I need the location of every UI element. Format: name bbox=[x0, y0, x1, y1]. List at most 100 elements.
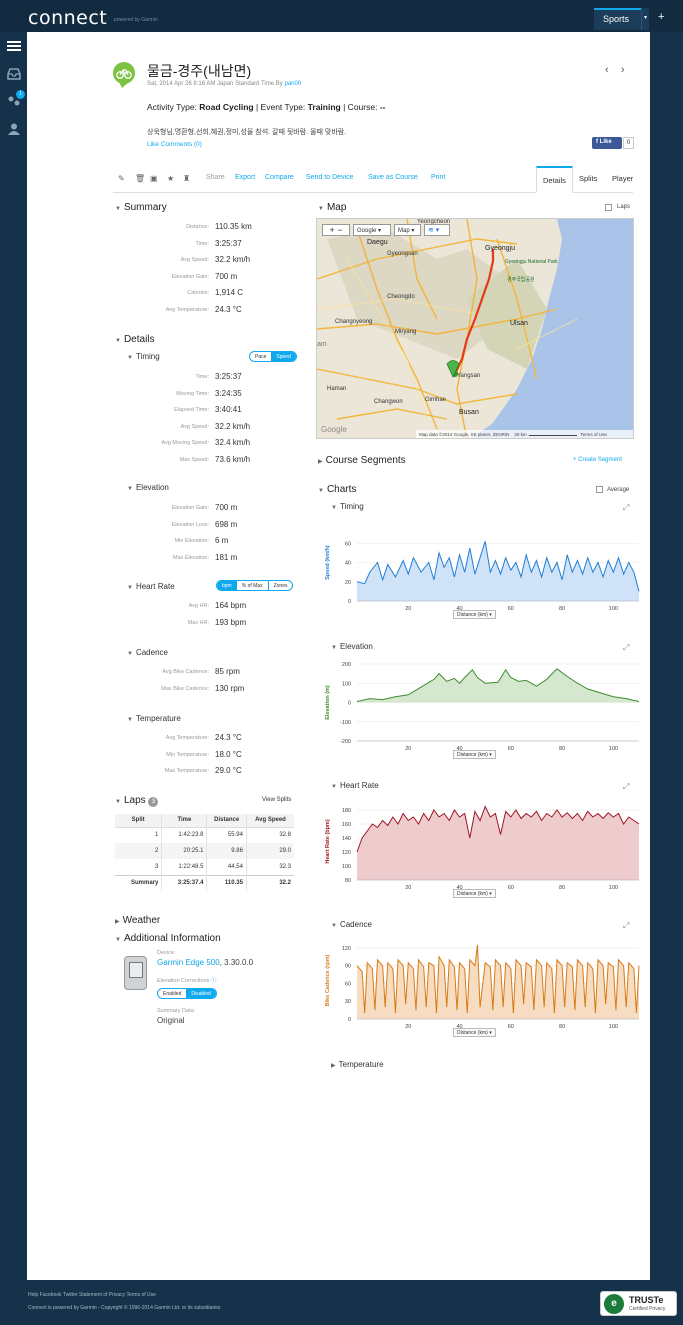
zones-option[interactable]: Zones bbox=[273, 583, 288, 589]
event-type[interactable]: Training bbox=[307, 102, 341, 112]
col-split[interactable]: Split bbox=[115, 814, 163, 828]
elevation-chart-heading[interactable]: ▼ Elevation bbox=[331, 642, 373, 651]
collapse-icon: ▼ bbox=[115, 338, 121, 344]
footer-links[interactable]: Help Facebook Twitter Statement of Priva… bbox=[28, 1292, 156, 1298]
cadence-heading[interactable]: ▼ Cadence bbox=[127, 648, 168, 657]
menu-icon[interactable] bbox=[7, 40, 21, 52]
connections-icon[interactable] bbox=[7, 95, 21, 107]
laps-checkbox[interactable] bbox=[605, 204, 612, 211]
user-link[interactable]: pan00 bbox=[284, 81, 302, 87]
percent-max-option[interactable]: % of Max bbox=[237, 581, 269, 590]
truste-badge[interactable]: e TRUSTe Certified Privacy bbox=[600, 1291, 677, 1316]
col-time[interactable]: Time bbox=[161, 814, 208, 828]
charts-heading[interactable]: ▼ Charts bbox=[318, 484, 356, 495]
gear-bag-icon[interactable]: ▣ bbox=[150, 174, 158, 183]
map-heading[interactable]: ▼ Map bbox=[318, 202, 346, 213]
sports-menu[interactable]: Sports bbox=[594, 8, 641, 30]
weather-heading[interactable]: ▶ Weather bbox=[115, 915, 160, 926]
series-line[interactable] bbox=[356, 668, 640, 703]
temperature-heading[interactable]: ▼ Temperature bbox=[127, 714, 181, 723]
speed-option[interactable]: Speed bbox=[271, 352, 296, 361]
timing-chart-heading[interactable]: ▼ Timing bbox=[331, 502, 364, 511]
elevation-heading[interactable]: ▼ Elevation bbox=[127, 483, 169, 492]
like-comments-link[interactable]: Like Comments (0) bbox=[147, 141, 202, 148]
series-line[interactable] bbox=[356, 944, 640, 1014]
heart-rate-unit-toggle[interactable]: bpm% of Max Zones bbox=[216, 580, 294, 591]
laps-heading[interactable]: ▼ Laps 3 bbox=[115, 795, 159, 807]
course-value[interactable]: -- bbox=[379, 102, 386, 112]
inbox-icon[interactable] bbox=[7, 68, 21, 80]
bpm-option[interactable]: bpm bbox=[217, 581, 237, 590]
activity-title[interactable]: 물금-경주(내남면) bbox=[147, 63, 252, 79]
pace-speed-toggle[interactable]: Pace Speed bbox=[249, 351, 297, 362]
col-distance[interactable]: Distance bbox=[206, 814, 247, 828]
distance-axis-dropdown[interactable]: Distance (km) ▾ bbox=[453, 889, 496, 898]
timing-chart[interactable]: 0 20 40 60 20 40 60 80 100 Speed (km/h) bbox=[319, 516, 642, 628]
tab-details[interactable]: Details bbox=[536, 166, 573, 193]
course-segments-heading[interactable]: ▶ Course Segments bbox=[318, 455, 406, 466]
x-tick-label: 40 bbox=[456, 885, 462, 891]
expand-chart-icon[interactable]: ⤢ bbox=[623, 643, 630, 652]
elevation-corrections-toggle[interactable]: Enabled Disabled bbox=[157, 988, 217, 999]
series-line[interactable] bbox=[356, 805, 640, 853]
tab-splits[interactable]: Splits bbox=[579, 174, 598, 183]
summary-heading[interactable]: ▼ Summary bbox=[115, 202, 167, 213]
user-icon[interactable] bbox=[7, 123, 21, 135]
route-map[interactable]: Yeongcheon Daegu Gyeongsan Gyeongju Gyeo… bbox=[316, 218, 634, 439]
zoom-out-button[interactable]: − bbox=[337, 225, 343, 235]
expand-chart-icon[interactable]: ⤢ bbox=[623, 782, 630, 791]
activity-description[interactable]: 상욱형님,명환형,선희,혜권,정미,성율 참석. 갈때 뒷바람. 올때 맞바람. bbox=[147, 129, 347, 136]
table-row[interactable]: 2 20:25.1 9.86 29.0 bbox=[115, 843, 294, 859]
delete-icon[interactable]: 🗑 bbox=[135, 174, 146, 183]
chevron-down-icon[interactable]: ▾ bbox=[641, 8, 649, 30]
facebook-like-button[interactable]: f Like bbox=[592, 137, 622, 149]
details-heading[interactable]: ▼ Details bbox=[115, 334, 155, 345]
distance-axis-dropdown[interactable]: Distance (km) ▾ bbox=[453, 750, 496, 759]
average-checkbox[interactable] bbox=[596, 486, 603, 493]
pace-option[interactable]: Pace bbox=[255, 354, 267, 360]
cadence-chart-heading[interactable]: ▼ Cadence bbox=[331, 920, 372, 929]
save-as-course-link[interactable]: Save as Course bbox=[368, 174, 418, 181]
expand-chart-icon[interactable]: ⤢ bbox=[623, 921, 630, 930]
connect-logo[interactable]: connect bbox=[28, 7, 108, 29]
distance-axis-dropdown[interactable]: Distance (km) ▾ bbox=[453, 610, 496, 619]
edit-icon[interactable]: ✎ bbox=[118, 174, 125, 183]
tab-player[interactable]: Player bbox=[612, 174, 634, 183]
col-avg-speed[interactable]: Avg Speed bbox=[246, 814, 294, 828]
view-splits-link[interactable]: View Splits bbox=[262, 797, 292, 803]
additional-info-heading[interactable]: ▼ Additional Information bbox=[115, 933, 221, 944]
map-source-dropdown[interactable]: Google ▾ bbox=[353, 224, 391, 236]
map-type-dropdown[interactable]: Map ▾ bbox=[394, 224, 421, 236]
next-arrow-icon[interactable]: › bbox=[620, 64, 625, 76]
expand-chart-icon[interactable]: ⤢ bbox=[623, 503, 630, 512]
zoom-in-button[interactable]: + bbox=[329, 225, 335, 235]
enabled-option[interactable]: Enabled bbox=[163, 991, 182, 997]
create-segment-link[interactable]: + Create Segment bbox=[573, 457, 622, 463]
print-link[interactable]: Print bbox=[431, 174, 446, 181]
favorite-star-icon[interactable]: ★ bbox=[167, 174, 175, 183]
distance-axis-dropdown[interactable]: Distance (km) ▾ bbox=[453, 1028, 496, 1037]
layers-icon[interactable]: ≋ ▾ bbox=[424, 224, 450, 236]
prev-arrow-icon[interactable]: ‹ bbox=[605, 64, 609, 76]
compare-link[interactable]: Compare bbox=[265, 174, 294, 181]
timing-heading[interactable]: ▼ Timing bbox=[127, 352, 160, 361]
trophy-icon[interactable]: ♜ bbox=[183, 174, 191, 183]
device-link[interactable]: Garmin Edge 500 bbox=[157, 958, 220, 967]
table-row[interactable]: 3 1:22:48.5 44.54 32.3 bbox=[115, 859, 294, 875]
series-line[interactable] bbox=[356, 541, 640, 592]
disabled-option[interactable]: Disabled bbox=[186, 989, 216, 998]
start-marker-icon[interactable] bbox=[446, 360, 460, 378]
help-icon[interactable]: ⓘ bbox=[210, 978, 217, 984]
export-link[interactable]: Export bbox=[235, 174, 256, 181]
heart-rate-chart-heading[interactable]: ▼ Heart Rate bbox=[331, 781, 379, 790]
table-row[interactable]: 1 1:42:23.8 55.94 32.8 bbox=[115, 827, 294, 843]
elevation-chart[interactable]: -200 -100 0 100 200 20 40 60 80 100 Elevation (m) bbox=[319, 656, 642, 768]
heart-rate-heading[interactable]: ▼ Heart Rate bbox=[127, 582, 175, 591]
heart-rate-chart[interactable]: 80 100 120 140 160 180 20 40 60 80 100 Heart Rate (… bbox=[319, 795, 642, 907]
send-to-device-link[interactable]: Send to Device bbox=[306, 174, 354, 181]
map-terms-link[interactable]: Terms of Use bbox=[580, 432, 607, 437]
temperature-chart-heading[interactable]: ▶ Temperature bbox=[331, 1060, 384, 1069]
cadence-chart[interactable]: 0 30 60 90 120 20 40 60 80 100 Bike Cadence (rpm) bbox=[319, 934, 642, 1046]
activity-type[interactable]: Road Cycling bbox=[199, 102, 254, 112]
add-icon[interactable]: + bbox=[658, 11, 665, 23]
